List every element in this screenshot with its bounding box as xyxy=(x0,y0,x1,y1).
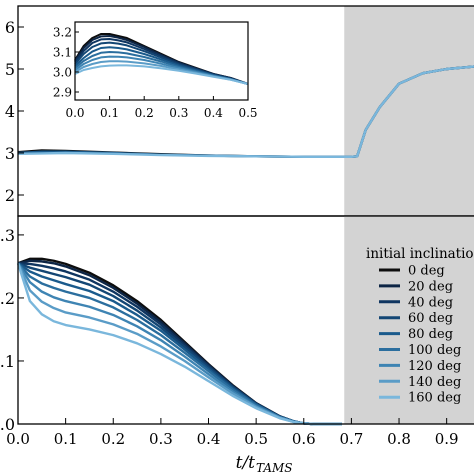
bottom-ytick-label: .2 xyxy=(0,289,15,308)
bottom-panel: .0 .1 .2 .3 0.0 0.1 0.2 0.3 0.4 0.5 0.6 0.7 0.8 0.9 xyxy=(0,215,474,448)
top-ytick-label: 6 xyxy=(5,18,15,37)
legend-entry-label: 20 deg xyxy=(408,279,453,294)
legend-entry-label: 140 deg xyxy=(408,375,461,390)
legend-entry-label: 100 deg xyxy=(408,343,461,358)
top-series-line-2 xyxy=(17,65,474,158)
bottom-ytick-label: .0 xyxy=(0,415,15,434)
legend-title: initial inclination xyxy=(366,246,474,262)
bottom-xtick-label: 0.5 xyxy=(244,430,268,448)
bottom-xtick-label: 0.6 xyxy=(292,430,316,448)
bottom-shaded-region xyxy=(344,216,474,424)
legend-entry-label: 40 deg xyxy=(408,295,453,310)
inset-axes-frame xyxy=(74,21,249,101)
x-axis-label-sub: TAMS xyxy=(256,461,293,474)
inset-ytick-label: 2.9 xyxy=(53,86,72,100)
inset-panel: 2.9 3.0 3.1 3.2 0.0 0.1 0.2 0.3 0.4 0.5 xyxy=(53,21,258,120)
legend-entry-label: 120 deg xyxy=(408,359,461,374)
inset-xtick-label: 0.1 xyxy=(100,106,119,120)
x-axis-label-main: t/t xyxy=(236,453,256,473)
legend-entry-label: 160 deg xyxy=(408,391,461,406)
legend-entry-label: 60 deg xyxy=(408,311,453,326)
top-shaded-region xyxy=(344,6,474,216)
bottom-xtick-label: 0.7 xyxy=(339,430,363,448)
x-axis-label: t/t TAMS xyxy=(236,453,293,474)
bottom-xtick-label: 0.2 xyxy=(101,430,125,448)
inset-xtick-label: 0.5 xyxy=(238,106,257,120)
top-ytick-label: 5 xyxy=(5,60,15,79)
top-ytick-label: 2 xyxy=(5,186,15,205)
bottom-ytick-label: .1 xyxy=(0,352,15,371)
bottom-xtick-label: 0.0 xyxy=(6,430,30,448)
bottom-series-line-3 xyxy=(17,262,342,426)
bottom-xtick-label: 0.3 xyxy=(149,430,173,448)
bottom-axes-frame xyxy=(17,215,474,425)
bottom-xtick-label: 0.1 xyxy=(54,430,78,448)
inset-xtick-label: 0.4 xyxy=(204,106,223,120)
inset-series-line-8 xyxy=(74,64,249,85)
inset-ytick-label: 3.2 xyxy=(53,26,72,40)
bottom-xtick-label: 0.8 xyxy=(387,430,411,448)
legend-entry-label: 0 deg xyxy=(408,264,445,279)
bottom-xtick-label: 0.9 xyxy=(435,430,459,448)
legend-entry-label: 80 deg xyxy=(408,327,453,342)
top-ytick-label: 4 xyxy=(5,102,15,121)
inset-xtick-label: 0.0 xyxy=(65,106,84,120)
bottom-ytick-label: .3 xyxy=(0,226,15,245)
inset-ytick-label: 3.1 xyxy=(53,46,72,60)
bottom-xtick-label: 0.4 xyxy=(197,430,221,448)
top-ytick-label: 3 xyxy=(5,144,15,163)
top-panel: 2 3 4 5 6 xyxy=(5,5,474,217)
inset-xtick-label: 0.3 xyxy=(169,106,188,120)
inset-xtick-label: 0.2 xyxy=(135,106,154,120)
inset-ytick-label: 3.0 xyxy=(53,66,72,80)
